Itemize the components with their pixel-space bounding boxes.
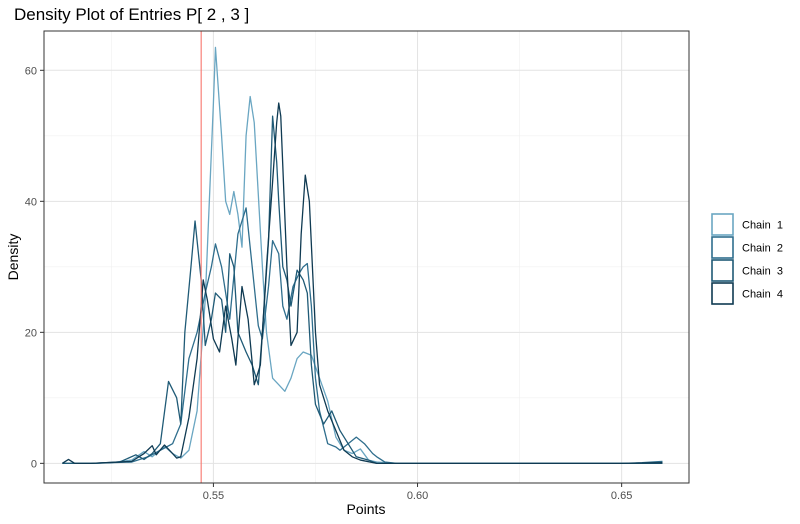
y-tick-label: 40 [25, 196, 37, 208]
x-axis-label: Points [347, 501, 386, 517]
y-tick-label: 60 [25, 65, 37, 77]
legend-key-chain-2 [711, 236, 734, 259]
legend-label-chain-2: Chain 2 [742, 243, 783, 255]
y-tick-label: 0 [31, 458, 37, 470]
x-tick-label: 0.65 [611, 490, 632, 502]
x-tick-label: 0.55 [203, 490, 224, 502]
y-axis-label: Density [5, 234, 21, 281]
legend: Chain 1 Chain 2 Chain 3 Chain 4 [711, 213, 783, 305]
series-group [62, 46, 663, 464]
legend-key-chain-3 [711, 259, 734, 282]
legend-label-chain-1: Chain 1 [742, 220, 783, 232]
y-axis: 0 20 40 60 [25, 65, 44, 470]
legend-label-chain-3: Chain 3 [742, 266, 783, 278]
series-line-chain-3 [62, 115, 663, 464]
chart-title: Density Plot of Entries P[ 2 , 3 ] [14, 5, 249, 24]
y-tick-label: 20 [25, 327, 37, 339]
legend-key-chain-1 [711, 213, 734, 236]
x-axis: 0.55 0.60 0.65 [203, 483, 632, 502]
series-line-chain-2 [62, 207, 663, 464]
plot-panel [43, 30, 690, 484]
legend-key-chain-4 [711, 282, 734, 305]
series-line-chain-4 [62, 102, 663, 464]
plot-panel-border [43, 30, 690, 484]
x-tick-label: 0.60 [407, 490, 428, 502]
legend-label-chain-4: Chain 4 [742, 289, 783, 301]
grid-minor [44, 31, 689, 483]
